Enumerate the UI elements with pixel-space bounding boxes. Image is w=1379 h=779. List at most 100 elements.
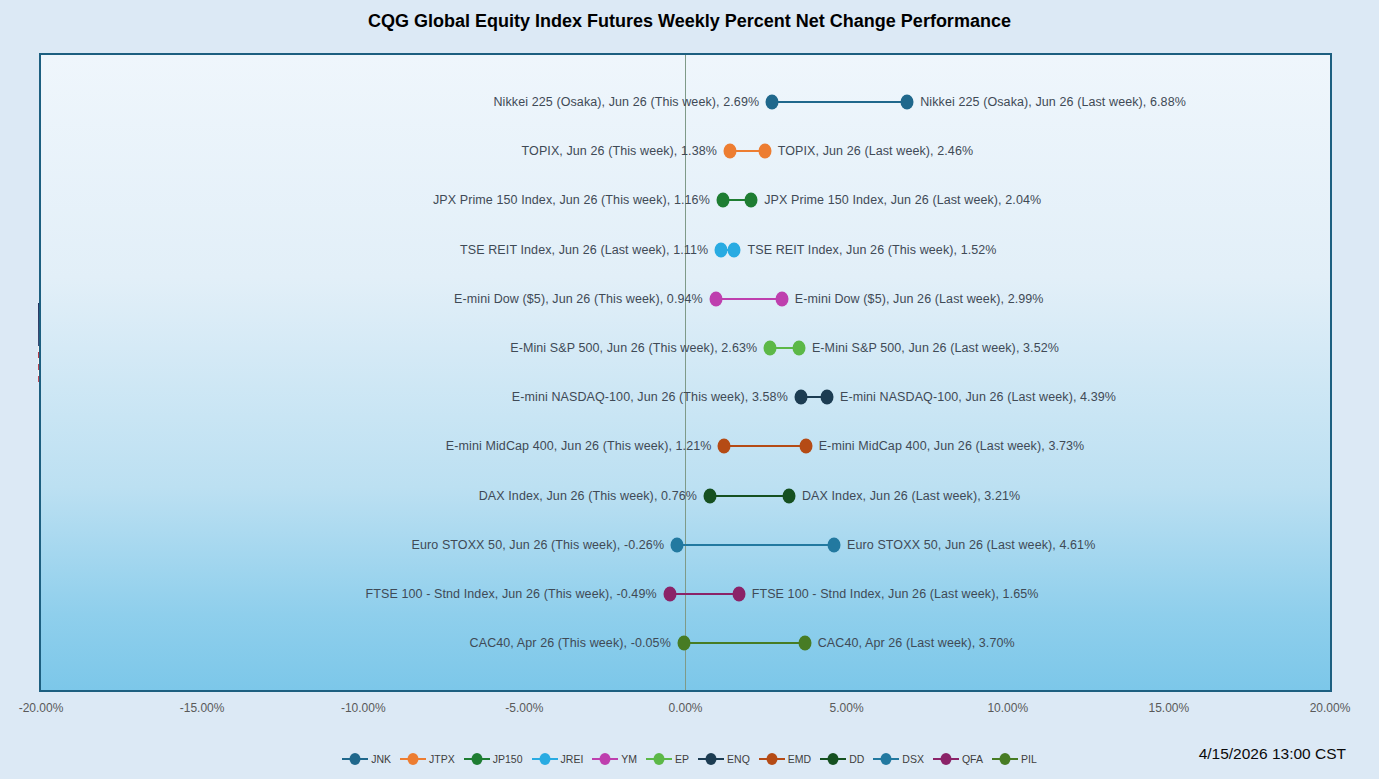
- legend-marker-icon: [342, 752, 368, 765]
- x-axis-tick-label: 15.00%: [1124, 701, 1214, 715]
- legend-label: QFA: [962, 753, 983, 765]
- legend-item-JNK: JNK: [342, 752, 391, 765]
- data-point-marker-left: [764, 341, 777, 356]
- series-label-left: CAC40, Apr 26 (This week), -0.05%: [41, 637, 671, 650]
- data-point-marker-left: [716, 193, 729, 208]
- legend-label: DD: [849, 753, 864, 765]
- legend-label: JTPX: [429, 753, 455, 765]
- legend-item-ENQ: ENQ: [698, 752, 750, 765]
- legend-marker-icon: [646, 752, 672, 765]
- series-label-right: FTSE 100 - Stnd Index, Jun 26 (Last week…: [752, 588, 1039, 601]
- series-label-left: E-mini MidCap 400, Jun 26 (This week), 1…: [41, 440, 711, 453]
- series-label-left: DAX Index, Jun 26 (This week), 0.76%: [41, 490, 697, 503]
- series-label-left: E-Mini S&P 500, Jun 26 (This week), 2.63…: [41, 342, 757, 355]
- x-axis: -20.00%-15.00%-10.00%-5.00%0.00%5.00%10.…: [39, 701, 1332, 717]
- data-point-marker-right: [820, 390, 833, 405]
- legend-marker-icon: [873, 752, 899, 765]
- dumbbell-connector: [723, 199, 751, 201]
- x-axis-tick-label: -20.00%: [0, 701, 86, 715]
- dumbbell-connector: [721, 249, 734, 251]
- chart-title: CQG Global Equity Index Futures Weekly P…: [0, 11, 1379, 32]
- data-point-marker-right: [792, 341, 805, 356]
- dumbbell-connector: [770, 347, 799, 349]
- timestamp: 4/15/2026 13:00 CST: [1199, 745, 1346, 763]
- data-point-marker-right: [798, 636, 811, 651]
- series-label-left: Euro STOXX 50, Jun 26 (This week), -0.26…: [41, 539, 664, 552]
- legend-marker-icon: [592, 752, 618, 765]
- series-label-right: Nikkei 225 (Osaka), Jun 26 (Last week), …: [920, 96, 1186, 109]
- zero-gridline: [685, 55, 686, 690]
- series-label-right: TSE REIT Index, Jun 26 (This week), 1.52…: [747, 244, 996, 257]
- legend-label: ENQ: [727, 753, 750, 765]
- series-label-left: E-mini NASDAQ-100, Jun 26 (This week), 3…: [41, 391, 788, 404]
- x-axis-tick-label: -15.00%: [157, 701, 247, 715]
- series-label-left: JPX Prime 150 Index, Jun 26 (This week),…: [41, 194, 710, 207]
- series-label-left: TSE REIT Index, Jun 26 (Last week), 1.11…: [41, 244, 708, 257]
- data-point-marker-left: [703, 488, 716, 503]
- data-point-marker-right: [782, 488, 795, 503]
- data-point-marker-left: [677, 636, 690, 651]
- data-point-marker-left: [715, 242, 728, 257]
- legend-label: EMD: [788, 753, 811, 765]
- legend-item-YM: YM: [592, 752, 637, 765]
- legend-item-EMD: EMD: [759, 752, 811, 765]
- legend-marker-icon: [933, 752, 959, 765]
- series-label-right: E-mini Dow ($5), Jun 26 (Last week), 2.9…: [795, 293, 1044, 306]
- legend-marker-icon: [759, 752, 785, 765]
- dumbbell-connector: [730, 150, 765, 152]
- dumbbell-connector: [677, 544, 834, 546]
- series-label-right: JPX Prime 150 Index, Jun 26 (Last week),…: [764, 194, 1041, 207]
- series-label-right: DAX Index, Jun 26 (Last week), 3.21%: [802, 490, 1020, 503]
- legend-label: JP150: [493, 753, 523, 765]
- series-label-left: TOPIX, Jun 26 (This week), 1.38%: [41, 145, 717, 158]
- legend-marker-icon: [820, 752, 846, 765]
- data-point-marker-right: [901, 95, 914, 110]
- legend-marker-icon: [532, 752, 558, 765]
- series-label-right: TOPIX, Jun 26 (Last week), 2.46%: [778, 145, 973, 158]
- legend-marker-icon: [464, 752, 490, 765]
- dumbbell-connector: [684, 642, 805, 644]
- dumbbell-connector: [772, 101, 907, 103]
- chart-legend: JNK JTPX JP150 JREI YM EP ENQ EMD DD DSX QFA PIL: [0, 752, 1379, 765]
- series-label-right: CAC40, Apr 26 (Last week), 3.70%: [818, 637, 1015, 650]
- series-label-right: E-mini NASDAQ-100, Jun 26 (Last week), 4…: [840, 391, 1116, 404]
- dumbbell-connector: [670, 593, 739, 595]
- data-point-marker-left: [723, 144, 736, 159]
- data-point-marker-right: [799, 439, 812, 454]
- series-label-left: Nikkei 225 (Osaka), Jun 26 (This week), …: [41, 96, 759, 109]
- series-label-left: FTSE 100 - Stnd Index, Jun 26 (This week…: [41, 588, 657, 601]
- dumbbell-connector: [716, 298, 782, 300]
- legend-label: PIL: [1021, 753, 1037, 765]
- legend-marker-icon: [992, 752, 1018, 765]
- dumbbell-connector: [801, 396, 827, 398]
- dumbbell-connector: [724, 445, 805, 447]
- legend-label: YM: [621, 753, 637, 765]
- data-point-marker-right: [775, 291, 788, 306]
- data-point-marker-left: [663, 587, 676, 602]
- x-axis-tick-label: -5.00%: [479, 701, 569, 715]
- x-axis-tick-label: -10.00%: [318, 701, 408, 715]
- legend-label: DSX: [902, 753, 924, 765]
- data-point-marker-left: [766, 95, 779, 110]
- series-label-right: Euro STOXX 50, Jun 26 (Last week), 4.61%: [847, 539, 1095, 552]
- dumbbell-connector: [710, 495, 789, 497]
- data-point-marker-right: [728, 242, 741, 257]
- x-axis-tick-label: 5.00%: [802, 701, 892, 715]
- data-point-marker-left: [709, 291, 722, 306]
- series-label-right: E-mini MidCap 400, Jun 26 (Last week), 3…: [819, 440, 1085, 453]
- x-axis-tick-label: 0.00%: [641, 701, 731, 715]
- data-point-marker-right: [745, 193, 758, 208]
- series-label-right: E-Mini S&P 500, Jun 26 (Last week), 3.52…: [812, 342, 1059, 355]
- x-axis-tick-label: 20.00%: [1285, 701, 1375, 715]
- legend-marker-icon: [400, 752, 426, 765]
- legend-item-DD: DD: [820, 752, 864, 765]
- data-point-marker-left: [671, 537, 684, 552]
- legend-item-EP: EP: [646, 752, 689, 765]
- legend-label: JNK: [371, 753, 391, 765]
- plot-area: Nikkei 225 (Osaka), Jun 26 (This week), …: [39, 53, 1332, 692]
- data-point-marker-right: [732, 587, 745, 602]
- data-point-marker-right: [758, 144, 771, 159]
- legend-label: JREI: [561, 753, 584, 765]
- chart-page: CQG Global Equity Index Futures Weekly P…: [0, 0, 1379, 779]
- legend-item-JP150: JP150: [464, 752, 523, 765]
